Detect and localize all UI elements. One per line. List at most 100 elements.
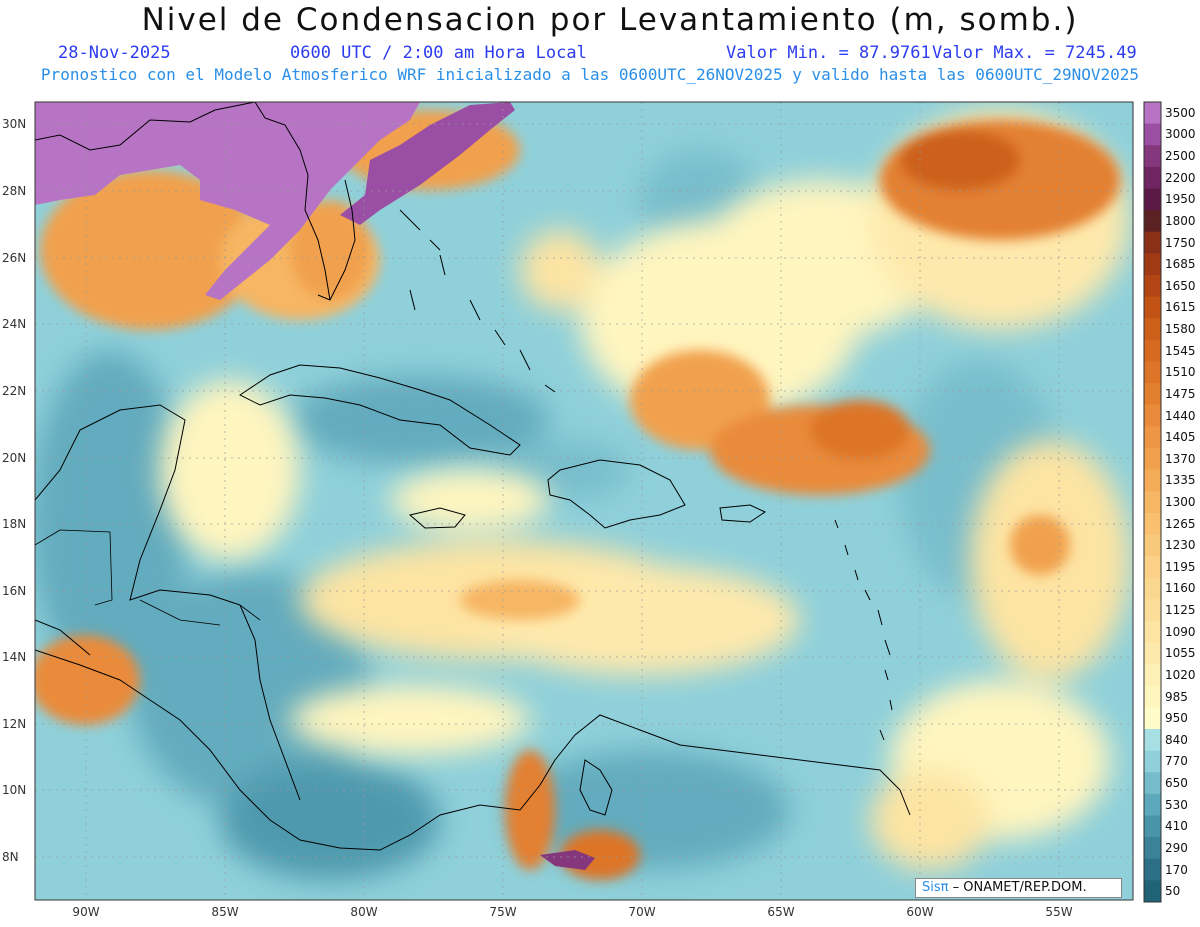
colorbar-label: 1800 <box>1165 213 1196 228</box>
colorbar-label: 1230 <box>1165 538 1196 553</box>
colorbar-label: 1160 <box>1165 581 1196 596</box>
central-america-pacific <box>35 604 301 801</box>
colorbar-swatch <box>1144 145 1161 168</box>
coastlines <box>35 102 911 851</box>
colorbar-swatch <box>1144 815 1161 838</box>
forecast-time: 0600 UTC / 2:00 am Hora Local <box>290 43 587 63</box>
colorbar-label: 1580 <box>1165 322 1196 337</box>
lat-label: 10N <box>2 783 27 797</box>
colorbar-label: 1440 <box>1165 408 1196 423</box>
colorbar-label: 2200 <box>1165 170 1196 185</box>
cuba-coast <box>239 364 521 456</box>
map-frame <box>34 101 1134 901</box>
colorbar-swatch <box>1144 210 1161 233</box>
colorbar-swatch <box>1144 534 1161 557</box>
colorbar-swatch <box>1144 750 1161 773</box>
colorbar-label: 1125 <box>1165 603 1196 618</box>
lat-label: 22N <box>2 384 27 398</box>
lon-label: 65W <box>767 905 795 919</box>
colorbar-label: 3000 <box>1165 127 1196 142</box>
colorbar-label: 1335 <box>1165 473 1196 488</box>
colorbar-swatch <box>1144 707 1161 730</box>
colorbar-swatch <box>1144 166 1161 189</box>
lon-label: 75W <box>489 905 517 919</box>
credit-box: Sisπ – ONAMET/REP.DOM. <box>915 878 1122 898</box>
forecast-date: 28-Nov-2025 <box>58 43 171 63</box>
colorbar-swatch <box>1144 404 1161 427</box>
min-value: Valor Min. = 87.9761 <box>726 43 931 63</box>
colorbar-label: 1750 <box>1165 235 1196 250</box>
colorbar-label: 3500 <box>1165 105 1196 120</box>
colorbar-label: 2500 <box>1165 149 1196 164</box>
colorbar-label: 1545 <box>1165 343 1196 358</box>
lesser-antilles <box>834 519 893 741</box>
lon-label: 60W <box>906 905 934 919</box>
colorbar-swatch <box>1144 274 1161 298</box>
colorbar-label: 1950 <box>1165 192 1196 207</box>
colorbar-swatch <box>1144 837 1161 860</box>
puerto-rico-coast <box>719 504 767 523</box>
colorbar-swatch <box>1144 729 1161 752</box>
colorbar-label: 1475 <box>1165 386 1196 401</box>
colorbar-frame <box>1143 101 1162 903</box>
colorbar-label: 50 <box>1165 884 1181 899</box>
max-value: Valor Max. = 7245.49 <box>932 43 1137 63</box>
lat-label: 26N <box>2 251 27 265</box>
colorbar-label: 290 <box>1165 840 1188 855</box>
colorbar-swatch <box>1144 642 1161 665</box>
model-info: Pronostico con el Modelo Atmosferico WRF… <box>40 65 1140 84</box>
colorbar-swatch <box>1144 556 1161 579</box>
colorbar-label: 1650 <box>1165 278 1196 293</box>
colorbar-swatch <box>1144 620 1161 644</box>
bahamas-islands <box>399 209 556 393</box>
yucatan-coast <box>35 404 241 606</box>
lat-label: 28N <box>2 184 27 198</box>
lat-label: 16N <box>2 584 27 598</box>
lat-label: 8N <box>2 850 19 864</box>
colorbar-swatch <box>1144 793 1161 817</box>
colorbar-swatch <box>1144 123 1161 146</box>
lat-label: 18N <box>2 517 27 531</box>
borders <box>34 529 261 626</box>
lon-label: 70W <box>628 905 656 919</box>
lake-maracaibo <box>579 759 613 816</box>
colorbar-swatch <box>1144 685 1161 708</box>
sispi-logo: Sisπ <box>922 880 949 895</box>
purple-spot-south <box>540 850 595 870</box>
lat-label: 12N <box>2 717 27 731</box>
colorbar-swatch <box>1144 339 1161 362</box>
colorbar-label: 950 <box>1165 711 1188 726</box>
colorbar-label: 1685 <box>1165 257 1196 272</box>
colorbar-label: 985 <box>1165 689 1188 704</box>
colorbar-swatch <box>1144 880 1161 903</box>
credit-org: – ONAMET/REP.DOM. <box>948 880 1087 895</box>
colorbar-swatch <box>1144 858 1161 881</box>
hispaniola-coast <box>547 459 686 529</box>
central-america-coast <box>35 649 911 851</box>
colorbar-swatch <box>1144 577 1161 600</box>
lon-label: 55W <box>1045 905 1073 919</box>
colorbar-label: 1195 <box>1165 559 1196 574</box>
purple-band-east <box>340 102 515 225</box>
colorbar-swatch <box>1144 296 1161 319</box>
colorbar-label: 530 <box>1165 797 1188 812</box>
lon-label: 85W <box>211 905 239 919</box>
colorbar-label: 1300 <box>1165 495 1196 509</box>
lat-label: 20N <box>2 451 27 465</box>
colorbar-label: 1055 <box>1165 646 1196 661</box>
colorbar-label: 1615 <box>1165 300 1196 315</box>
chart-title: Nivel de Condensacion por Levantamiento … <box>141 2 1079 38</box>
colorbar-label: 1510 <box>1165 365 1196 380</box>
jamaica-coast <box>408 507 466 529</box>
colorbar-swatch <box>1144 664 1161 687</box>
lat-label: 14N <box>2 650 27 664</box>
lon-label: 80W <box>350 905 378 919</box>
colorbar-label: 770 <box>1165 754 1188 769</box>
colorbar-swatch <box>1144 491 1161 514</box>
grid-lines <box>35 102 1133 900</box>
colorbar-label: 1090 <box>1165 624 1196 639</box>
colorbar-swatch <box>1144 772 1161 795</box>
colorbar-swatch <box>1144 599 1161 622</box>
colorbar-label: 1020 <box>1165 667 1196 682</box>
